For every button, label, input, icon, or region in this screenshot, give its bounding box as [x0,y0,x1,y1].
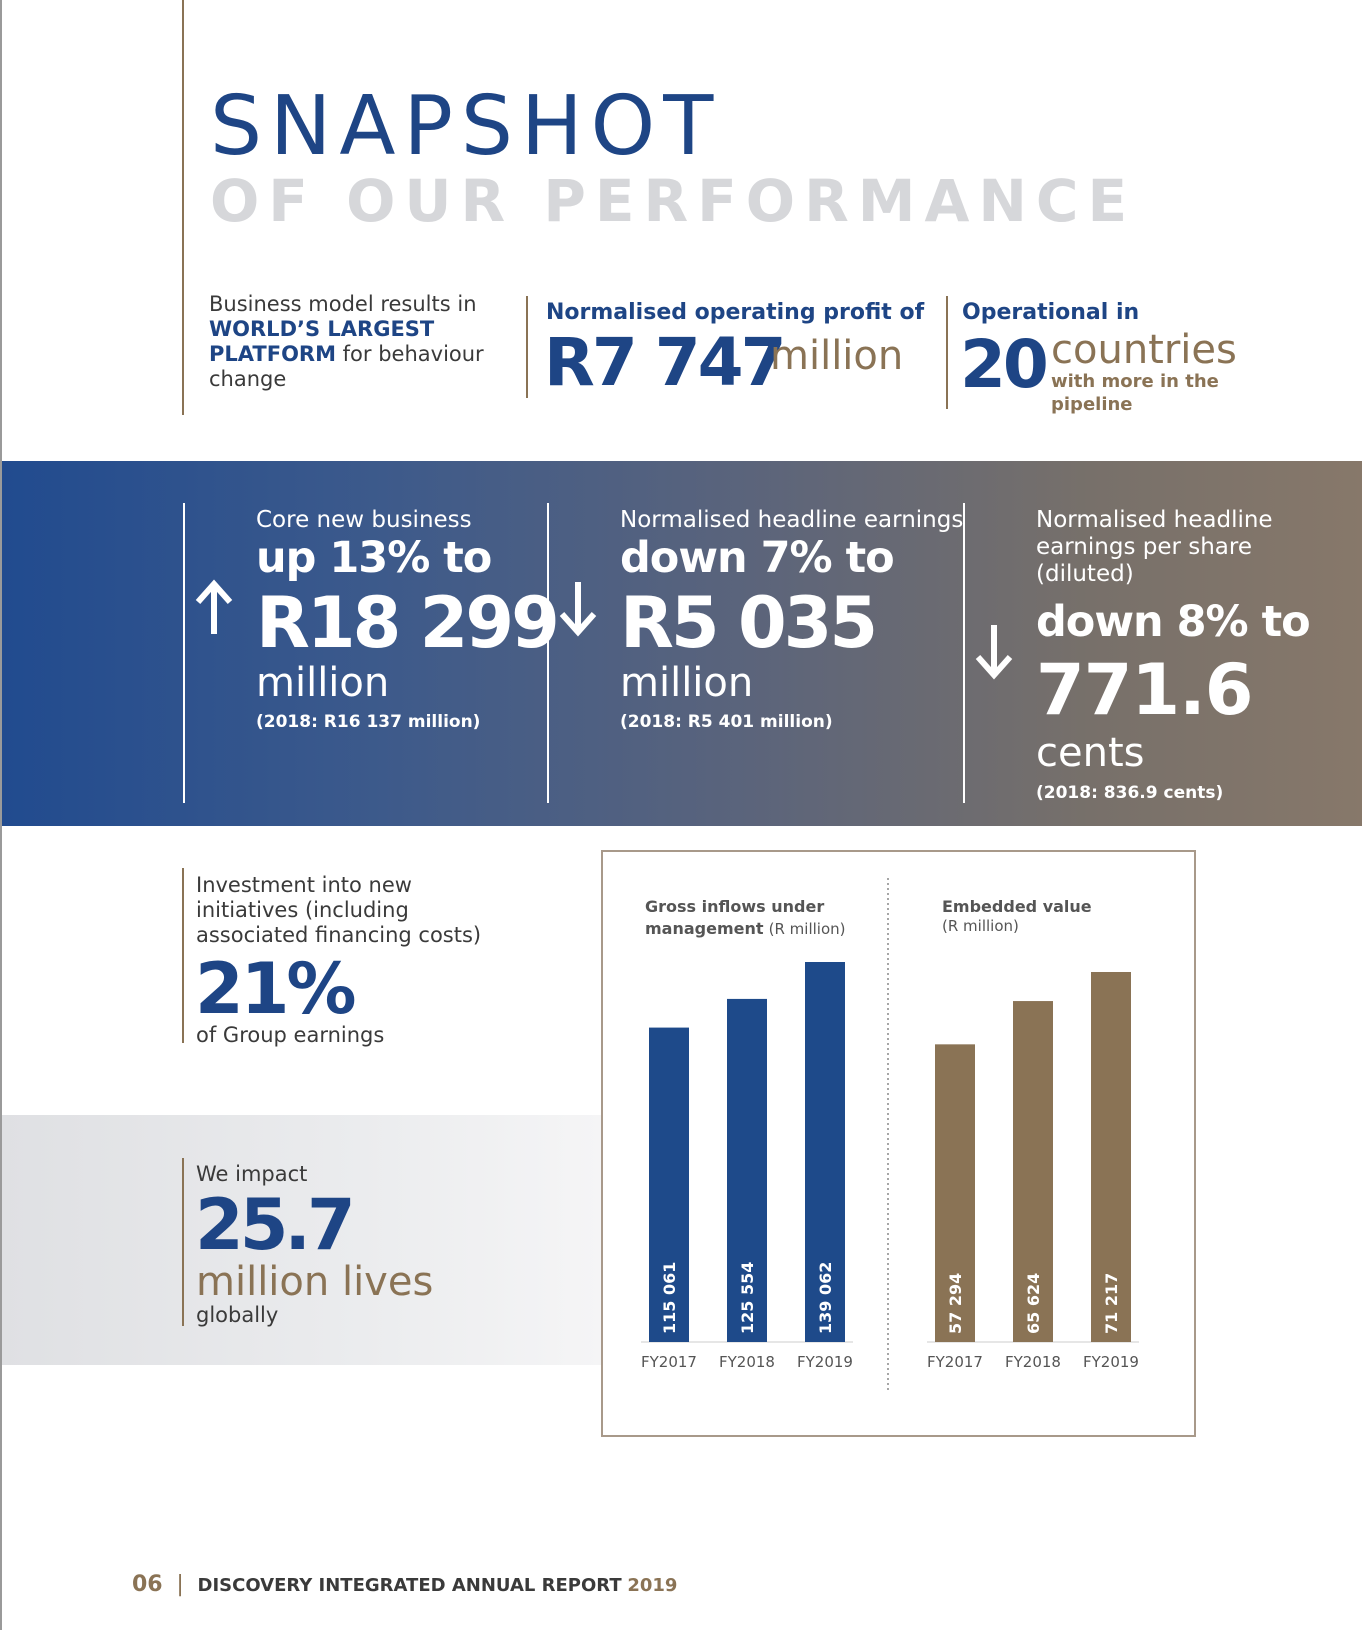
chart1-bar-fy2019 [805,962,845,1342]
chart2-category-label: FY2019 [1083,1353,1139,1371]
chart1-category-label: FY2019 [797,1353,853,1371]
core-business-change: up 13% to [256,533,492,583]
bar-charts: 115 061 FY2017 125 554 FY2018 139 062 FY2019 5… [641,878,1139,1392]
report-name: DISCOVERY INTEGRATED ANNUAL REPORT [197,1575,622,1596]
chart2-title-unit: (R million) [942,917,1019,935]
core-business-label: Core new business [256,507,472,533]
chart1-category-label: FY2017 [641,1353,697,1371]
headline-earnings-label: Normalised headline earnings [620,507,964,533]
chart1-title-bold2: management [645,919,764,938]
platform-line1: Business model results in [209,292,477,316]
investment-line1: Investment into new [196,873,412,897]
page-left-border [0,0,2,1630]
chart1-category-label: FY2018 [719,1353,775,1371]
highlights-band: Core new business up 13% to R18 299 mill… [2,461,1362,826]
footer: 06 | DISCOVERY INTEGRATED ANNUAL REPORT … [132,1572,677,1597]
heps-change: down 8% to [1036,597,1311,647]
chart1-value-label-fy2018: 125 554 [738,1262,757,1334]
charts-panel: Gross inflows under management (R millio… [601,850,1196,1437]
chart2-bar-fy2018 [1013,1001,1053,1342]
investment-line2: initiatives (including [196,898,409,922]
headline-earnings-prior: (2018: R5 401 million) [620,712,833,732]
countries-note1: with more in the [1051,371,1219,392]
title-divider [182,0,184,415]
platform-highlight1: WORLD’S LARGEST [209,317,435,341]
impact-divider [182,1158,184,1326]
heps-label-3: (diluted) [1036,561,1134,587]
profit-divider [526,296,528,398]
heps-label-1: Normalised headline [1036,507,1273,533]
chart2-value-label-fy2019: 71 217 [1102,1273,1121,1334]
countries-label: Operational in [962,300,1140,325]
countries-value: 20 [960,326,1049,403]
chart1-title-unit: (R million) [768,920,846,938]
heps-prior: (2018: 836.9 cents) [1036,783,1224,803]
footer-separator: | [176,1572,184,1597]
countries-note2: pipeline [1051,394,1133,415]
band-divider-1 [183,503,185,803]
chart2-value-label-fy2018: 65 624 [1024,1273,1043,1334]
impact-value: 25.7 [195,1184,356,1266]
chart1-title-line2: management (R million) [645,919,846,938]
chart1-value-label-fy2019: 139 062 [816,1262,835,1334]
profit-value: R7 747 [544,324,786,401]
countries-divider [946,296,948,409]
heps-value: 771.6 [1036,649,1253,731]
investment-divider [182,868,184,1043]
platform-line4: change [209,367,287,391]
page-number: 06 [132,1572,163,1597]
chart2-value-label-fy2017: 57 294 [946,1273,965,1334]
page-subtitle: OF OUR PERFORMANCE [210,167,1137,235]
impact-panel [2,1115,602,1365]
heps-unit: cents [1036,730,1145,776]
arrow-up-icon [195,579,233,634]
chart2-bar-fy2019 [1091,972,1131,1342]
page-title: SNAPSHOT [210,79,722,174]
platform-highlight2: PLATFORM [209,342,336,366]
band-divider-2 [547,503,549,803]
chart1-bar-fy2018 [727,998,767,1342]
chart2-category-label: FY2018 [1005,1353,1061,1371]
countries-unit: countries [1051,327,1237,373]
band-divider-3 [963,503,965,803]
arrow-down-icon-2 [975,625,1013,680]
chart1-title-line1: Gross inflows under [645,897,825,916]
core-business-value: R18 299 [256,582,560,664]
arrow-down-icon [559,582,597,637]
heps-label-2: earnings per share [1036,534,1253,560]
profit-unit: million [770,333,904,379]
investment-value: 21% [195,948,357,1030]
investment-line3: associated financing costs) [196,923,482,947]
chart2-bar-fy2017 [935,1044,975,1342]
headline-earnings-unit: million [620,660,754,706]
chart2-title-line1: Embedded value [942,897,1092,916]
investment-tail: of Group earnings [196,1023,385,1047]
chart1-value-label-fy2017: 115 061 [660,1262,679,1334]
report-year: 2019 [627,1575,678,1596]
impact-unit: million lives [196,1259,434,1305]
headline-earnings-change: down 7% to [620,533,895,583]
impact-tail: globally [196,1303,279,1327]
impact-label: We impact [196,1162,308,1186]
profit-label: Normalised operating profit of [546,300,925,325]
platform-line3: PLATFORM for behaviour [209,342,484,366]
core-business-unit: million [256,660,390,706]
chart1-bar-fy2017 [649,1027,689,1342]
platform-line3-rest: for behaviour [335,342,484,366]
headline-earnings-value: R5 035 [620,582,878,664]
core-business-prior: (2018: R16 137 million) [256,712,481,732]
chart2-category-label: FY2017 [927,1353,983,1371]
